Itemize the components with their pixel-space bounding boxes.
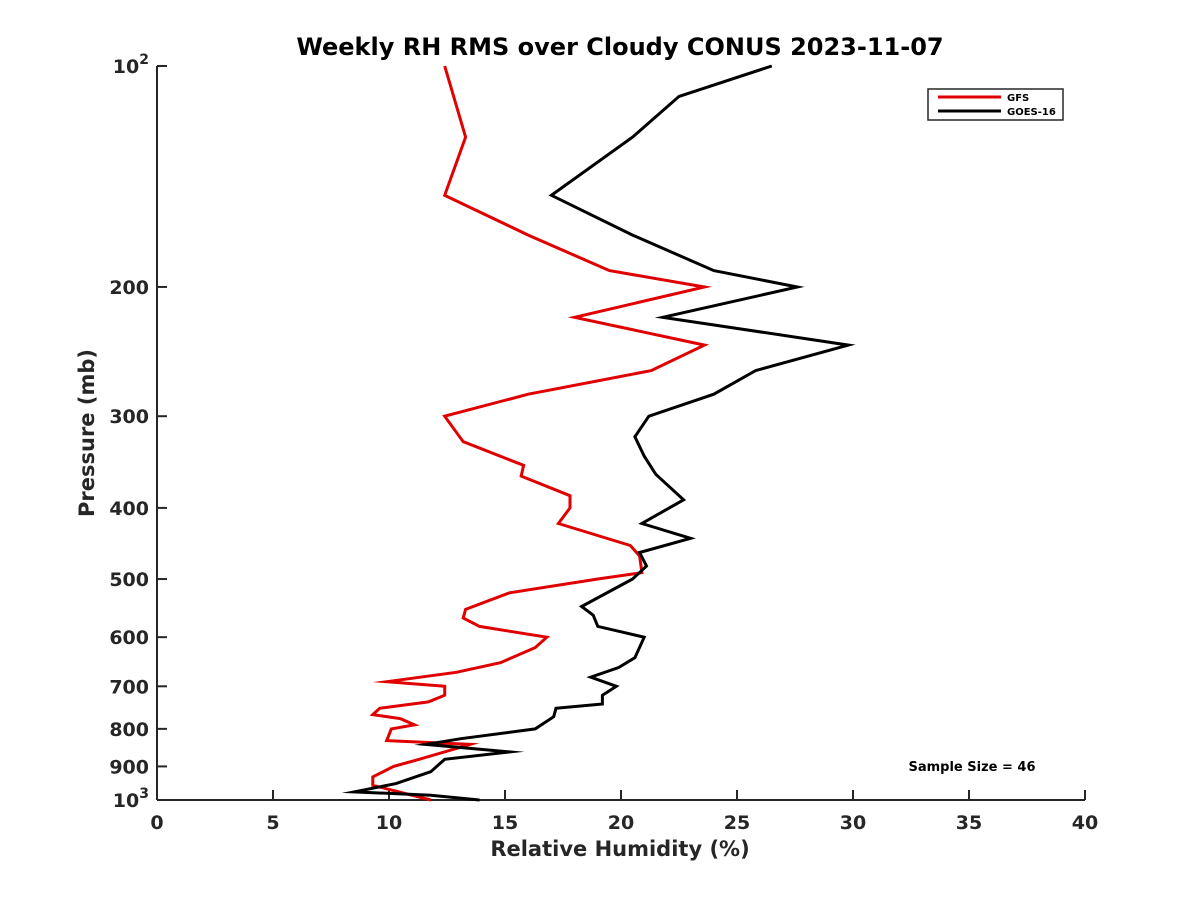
x-tick-label: 5 [266,812,279,834]
y-axis-label: Pressure (mb) [75,349,99,517]
x-tick-label: 10 [376,812,402,834]
sample-size-annotation: Sample Size = 46 [908,760,1035,775]
y-tick-label: 500 [109,569,149,591]
legend-label: GOES-16 [1007,107,1056,118]
y-tick-label: 700 [109,676,149,698]
y-tick-label: 200 [109,277,149,299]
series-line-gfs [369,65,713,802]
x-tick-label: 30 [840,812,866,834]
x-tick-label: 20 [608,812,634,834]
legend-label: GFS [1007,93,1029,104]
chart-title: Weekly RH RMS over Cloudy CONUS 2023-11-… [296,33,943,61]
y-tick-label: 300 [109,406,149,428]
y-tick-label: 800 [109,719,149,741]
plot-area: 0 5 10 15 20 25 30 35 40 102 200 300 400 500 600 700 800… [109,52,1098,834]
y-tick-label: 900 [109,756,149,778]
y-tick-label: 600 [109,627,149,649]
x-tick-label: 15 [492,812,518,834]
legend: GFS GOES-16 [927,88,1064,121]
y-tick-label: 400 [109,498,149,520]
x-tick-label: 40 [1072,812,1098,834]
legend-box [927,88,1064,121]
x-tick-label: 0 [150,812,163,834]
y-tick-label: 103 [113,786,149,812]
x-tick-label: 35 [956,812,982,834]
y-tick-label: 102 [113,52,149,78]
series-line-goes-16 [341,64,856,802]
x-tick-label: 25 [724,812,750,834]
x-axis-label: Relative Humidity (%) [490,837,749,861]
